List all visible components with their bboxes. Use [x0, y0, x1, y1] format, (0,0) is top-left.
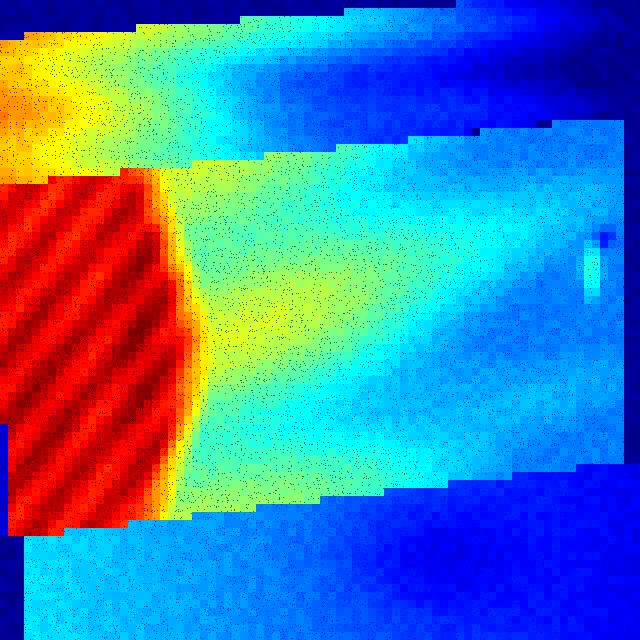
thermal-heatmap-image — [0, 0, 640, 640]
